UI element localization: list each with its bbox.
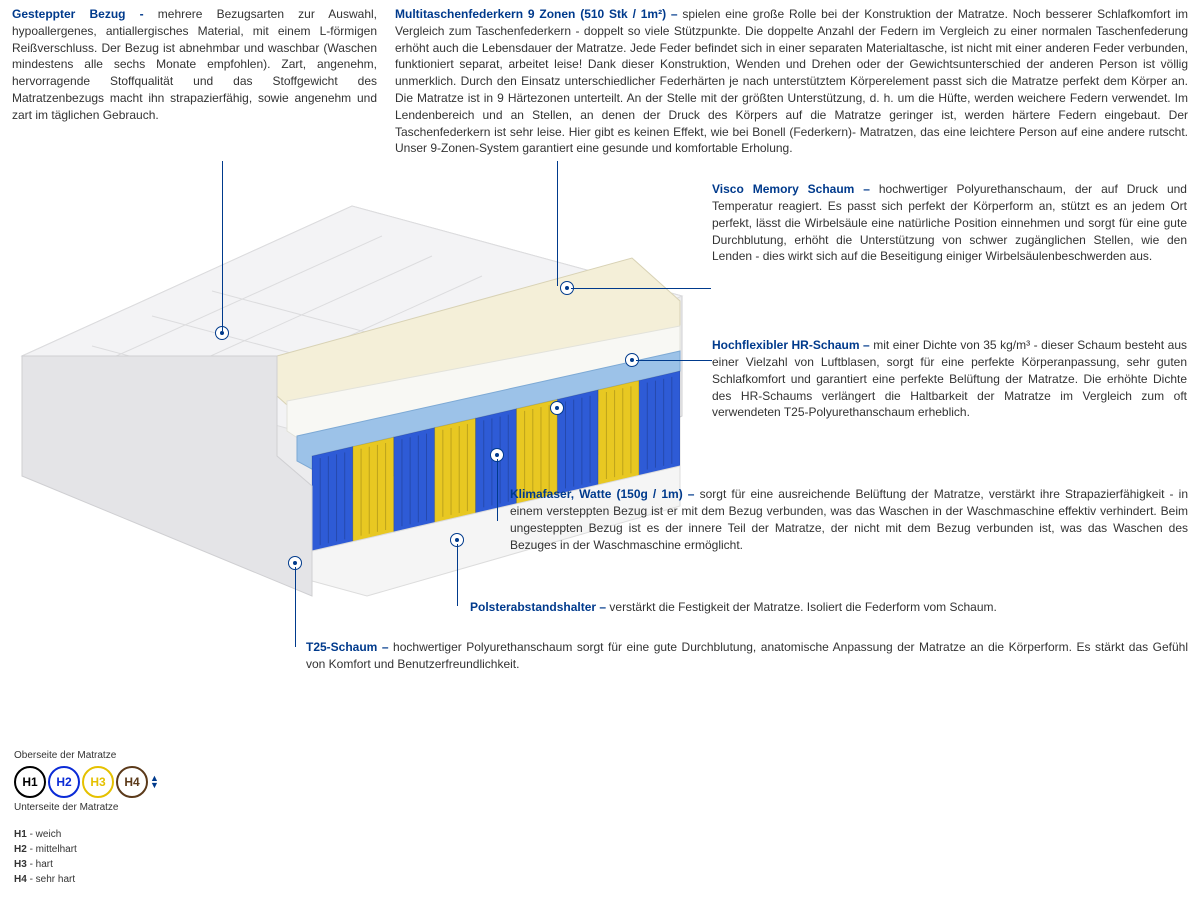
hardness-row: H3 - hart [14,857,159,872]
hardness-circle: H4 [116,766,148,798]
top-text-row: Gesteppter Bezug - mehrere Bezugsarten z… [0,0,1200,161]
leader-line [636,360,712,361]
title-polster: Polsterabstandshalter – [470,600,609,614]
title-bezug: Gesteppter Bezug - [12,7,158,21]
hardness-circles: H1H2H3H4 [14,766,148,798]
section-visco: Visco Memory Schaum – hochwertiger Polyu… [712,181,1187,265]
hardness-row: H4 - sehr hart [14,872,159,887]
text-polster: verstärkt die Festigkeit der Matratze. I… [609,600,996,614]
hardness-legend: Oberseite der Matratze H1H2H3H4 ▲▼ Unter… [14,749,159,887]
section-polster: Polsterabstandshalter – verstärkt die Fe… [470,599,1188,616]
leader-line [295,567,296,647]
legend-top-label: Oberseite der Matratze [14,749,159,763]
section-hr: Hochflexibler HR-Schaum – mit einer Dich… [712,337,1187,421]
legend-arrows-icon: ▲▼ [150,775,159,789]
hardness-circle: H3 [82,766,114,798]
leader-line [222,161,223,331]
title-hr: Hochflexibler HR-Schaum – [712,338,873,352]
leader-line [497,459,498,521]
leader-line [557,161,558,286]
section-federkern: Multitaschenfederkern 9 Zonen (510 Stk /… [395,6,1188,157]
leader-line [571,288,711,289]
text-federkern: spielen eine große Rolle bei der Konstru… [395,7,1188,155]
text-t25: hochwertiger Polyurethanschaum sorgt für… [306,640,1188,671]
text-bezug: mehrere Bezugsarten zur Auswahl, hypoall… [12,7,377,122]
title-visco: Visco Memory Schaum – [712,182,879,196]
title-t25: T25-Schaum – [306,640,393,654]
hardness-circle: H2 [48,766,80,798]
hardness-row: H1 - weich [14,827,159,842]
legend-bottom-label: Unterseite der Matratze [14,801,159,815]
hardness-circle: H1 [14,766,46,798]
section-klima: Klimafaser, Watte (150g / 1m) – sorgt fü… [510,486,1188,553]
mattress-illustration [12,196,692,636]
section-t25: T25-Schaum – hochwertiger Polyurethansch… [306,639,1188,673]
title-federkern: Multitaschenfederkern 9 Zonen (510 Stk /… [395,7,682,21]
diagram-area: Visco Memory Schaum – hochwertiger Polyu… [0,161,1200,661]
hardness-row: H2 - mittelhart [14,842,159,857]
leader-line [457,544,458,606]
section-bezug: Gesteppter Bezug - mehrere Bezugsarten z… [12,6,377,157]
title-klima: Klimafaser, Watte (150g / 1m) – [510,487,700,501]
hardness-list: H1 - weichH2 - mittelhartH3 - hartH4 - s… [14,827,159,887]
